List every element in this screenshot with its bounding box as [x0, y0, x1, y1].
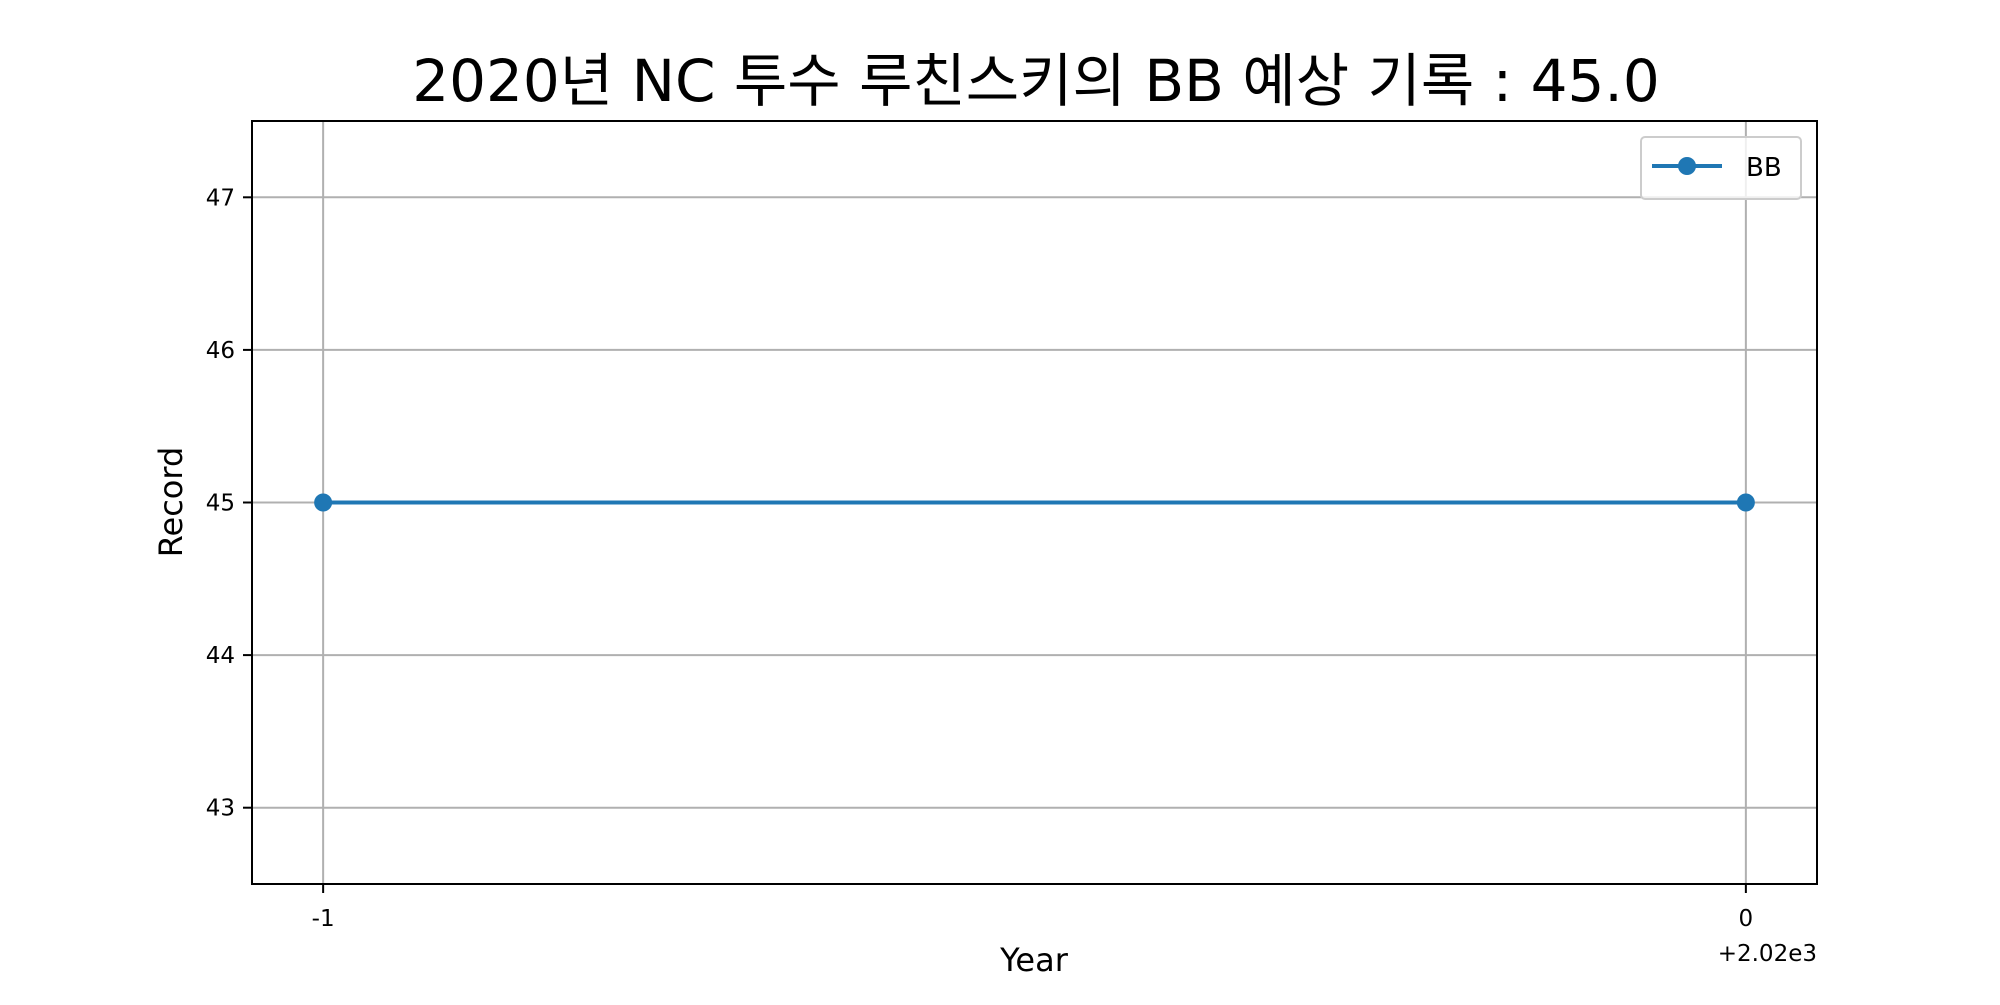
series-layer [314, 493, 1755, 512]
y-tick-label: 46 [206, 338, 235, 364]
x-tick-label: -1 [312, 906, 335, 932]
x-tick-label: 0 [1739, 906, 1754, 932]
y-tick-label: 44 [206, 643, 235, 669]
data-point [314, 493, 333, 512]
x-axis-label: Year [999, 941, 1069, 979]
chart-title: 2020년 NC 투수 루친스키의 BB 예상 기록 : 45.0 [412, 47, 1660, 115]
y-tick-label: 45 [206, 491, 235, 517]
y-tick-label: 43 [206, 796, 235, 822]
x-offset-label: +2.02e3 [1718, 941, 1817, 967]
legend-label: BB [1746, 153, 1782, 183]
plot-frame [251, 120, 1818, 885]
data-point [1736, 493, 1755, 512]
axis-ticks: 43 44 45 46 47 -1 0 [206, 185, 1753, 932]
legend: BB [1640, 136, 1802, 200]
legend-marker-swatch [1678, 157, 1696, 175]
y-axis-label: Record [152, 447, 190, 558]
y-tick-label: 47 [206, 185, 235, 211]
